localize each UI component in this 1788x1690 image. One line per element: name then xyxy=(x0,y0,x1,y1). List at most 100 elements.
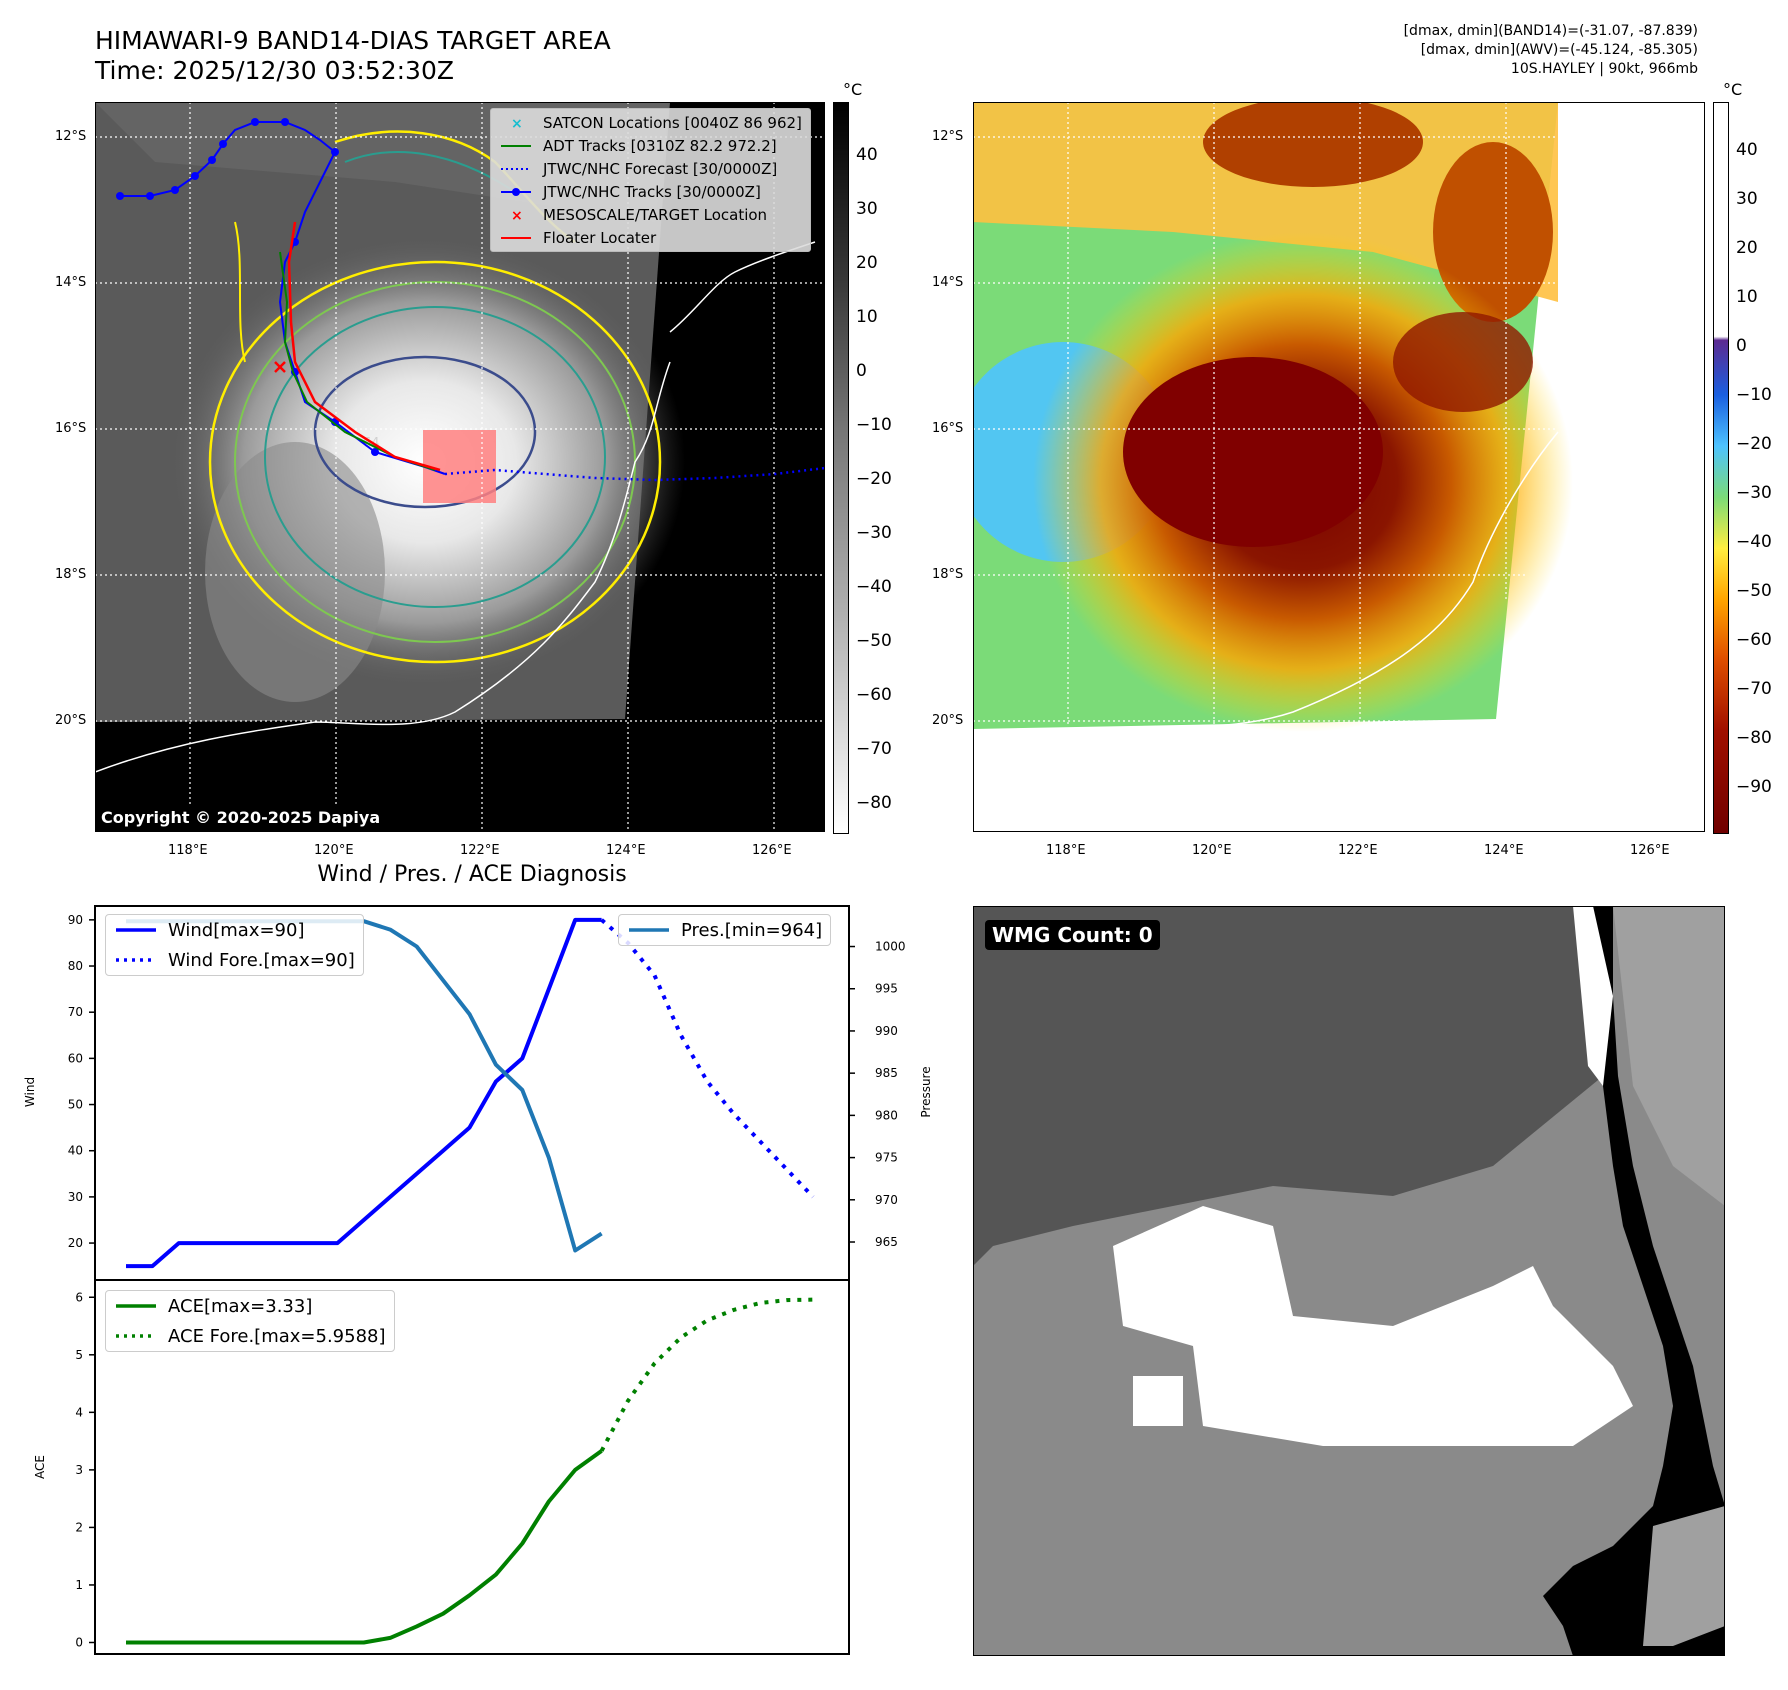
lon-label: 124°E xyxy=(606,843,646,858)
awv-map xyxy=(973,102,1705,832)
wind-legend: Wind[max=90] Wind Fore.[max=90] xyxy=(105,914,364,976)
legend-item-wind: Wind[max=90] xyxy=(106,915,363,945)
line-dot-icon xyxy=(501,187,531,196)
copyright-label: Copyright © 2020-2025 Dapiya xyxy=(97,806,385,829)
x-marker-icon: × xyxy=(511,208,523,222)
map-legend: × SATCON Locations [0040Z 86 962] ADT Tr… xyxy=(490,108,811,252)
line-icon xyxy=(629,928,669,932)
ace-ylabel: ACE xyxy=(33,1455,47,1479)
pressure-tick-label: 980 xyxy=(875,1108,898,1122)
ace-legend: ACE[max=3.33] ACE Fore.[max=5.9588] xyxy=(105,1290,395,1352)
legend-item-satcon: × SATCON Locations [0040Z 86 962] xyxy=(497,111,804,134)
contour-yellow xyxy=(208,260,662,664)
lat-label: 14°S xyxy=(55,275,87,290)
wind-tick-label: 80 xyxy=(68,959,83,973)
wmg-panel xyxy=(973,906,1725,1656)
jtwc-forecast xyxy=(444,466,825,482)
pressure-legend: Pres.[min=964] xyxy=(618,914,832,946)
pressure-tick-label: 970 xyxy=(875,1193,898,1207)
lat-label: 12°S xyxy=(55,129,87,144)
wind-tick-label: 70 xyxy=(68,1005,83,1019)
pressure-tick-label: 985 xyxy=(875,1066,898,1080)
wind-tick-label: 50 xyxy=(68,1098,83,1112)
pressure-tick-label: 965 xyxy=(875,1235,898,1249)
figure-title: HIMAWARI-9 BAND14-DIAS TARGET AREA Time:… xyxy=(95,26,611,86)
contour-navy xyxy=(313,355,537,509)
lat-label: 18°S xyxy=(55,567,87,582)
wmg-count-badge: WMG Count: 0 xyxy=(985,920,1160,950)
lon-label: 118°E xyxy=(168,843,208,858)
wmg-dark-region xyxy=(973,906,1603,1266)
lon-label: 118°E xyxy=(1046,843,1086,858)
diagnosis-title: Wind / Pres. / ACE Diagnosis xyxy=(317,862,627,887)
target-box xyxy=(423,430,496,503)
ace-tick-label: 1 xyxy=(75,1578,83,1592)
pressure-yticks: 965 970 975 980 985 990 995 1000 xyxy=(849,940,906,1249)
legend-item-floater: Floater Locater xyxy=(497,226,804,249)
legend-item-pressure: Pres.[min=964] xyxy=(619,915,830,945)
lat-label: 16°S xyxy=(55,421,87,436)
coastline xyxy=(95,361,671,773)
legend-item-ace-forecast: ACE Fore.[max=5.9588] xyxy=(106,1321,394,1351)
line-icon xyxy=(116,1304,156,1308)
info-line-2: [dmax, dmin](AWV)=(-45.124, -85.305) xyxy=(1420,42,1698,58)
wind-tick-label: 90 xyxy=(68,913,83,927)
wmg-white-region xyxy=(1113,1206,1633,1446)
pressure-ylabel: Pressure xyxy=(919,1066,933,1117)
pressure-tick-label: 1000 xyxy=(875,940,906,954)
legend-item-jtwc-tracks: JTWC/NHC Tracks [30/0000Z] xyxy=(497,180,804,203)
dotted-line-icon xyxy=(501,167,531,170)
wind-tick-label: 20 xyxy=(68,1236,83,1250)
wind-line xyxy=(126,917,602,1269)
wind-ylabel: Wind xyxy=(23,1077,37,1107)
lon-label: 122°E xyxy=(460,843,500,858)
lon-label: 126°E xyxy=(752,843,792,858)
lat-label: 16°S xyxy=(932,421,964,436)
ace-tick-label: 5 xyxy=(75,1348,83,1362)
colorbar-unit-right: °C xyxy=(1723,80,1743,99)
colorbar-unit-left: °C xyxy=(843,80,863,99)
awv-grid xyxy=(973,102,1558,727)
lon-label: 122°E xyxy=(1338,843,1378,858)
ace-tick-label: 6 xyxy=(75,1290,83,1304)
ace-yticks: 0 1 2 3 4 5 6 xyxy=(75,1290,95,1649)
wmg-black-region xyxy=(1543,906,1725,1656)
legend-item-mesoscale: × MESOSCALE/TARGET Location xyxy=(497,203,804,226)
ace-forecast-line xyxy=(599,1297,814,1452)
pressure-tick-label: 990 xyxy=(875,1024,898,1038)
x-marker-icon: × xyxy=(511,116,523,130)
ace-tick-label: 3 xyxy=(75,1463,83,1477)
floater-track xyxy=(287,221,441,472)
ace-lines xyxy=(126,1297,814,1645)
svg-text:×: × xyxy=(511,208,523,222)
title-line-1: HIMAWARI-9 BAND14-DIAS TARGET AREA xyxy=(95,26,611,55)
title-line-2: Time: 2025/12/30 03:52:30Z xyxy=(95,56,454,85)
dotted-line-icon xyxy=(116,1334,156,1338)
line-icon xyxy=(116,928,156,932)
ace-tick-label: 2 xyxy=(75,1520,83,1534)
info-header: [dmax, dmin](BAND14)=(-31.07, -87.839) [… xyxy=(1404,22,1698,79)
lat-label: 12°S xyxy=(932,129,964,144)
ace-tick-label: 4 xyxy=(75,1405,83,1419)
lat-label: 18°S xyxy=(932,567,964,582)
lat-label: 20°S xyxy=(55,713,87,728)
legend-item-forecast: JTWC/NHC Forecast [30/0000Z] xyxy=(497,157,804,180)
pressure-tick-label: 975 xyxy=(875,1151,898,1165)
wind-yticks: 20 30 40 50 60 70 80 90 xyxy=(68,913,95,1250)
lat-label: 14°S xyxy=(932,275,964,290)
ace-tick-label: 0 xyxy=(75,1635,83,1649)
legend-item-ace: ACE[max=3.33] xyxy=(106,1291,394,1321)
svg-text:×: × xyxy=(511,116,523,130)
colorbar-band14 xyxy=(833,102,849,834)
wind-tick-label: 40 xyxy=(68,1144,83,1158)
contour-teal xyxy=(264,306,606,608)
lon-label: 120°E xyxy=(1192,843,1232,858)
lat-label: 20°S xyxy=(932,713,964,728)
wind-tick-label: 60 xyxy=(68,1051,83,1065)
legend-item-adt: ADT Tracks [0310Z 82.2 972.2] xyxy=(497,134,804,157)
line-icon xyxy=(501,236,531,239)
lon-label: 126°E xyxy=(1630,843,1670,858)
legend-item-wind-forecast: Wind Fore.[max=90] xyxy=(106,945,363,975)
colorbar-awv xyxy=(1713,102,1729,834)
